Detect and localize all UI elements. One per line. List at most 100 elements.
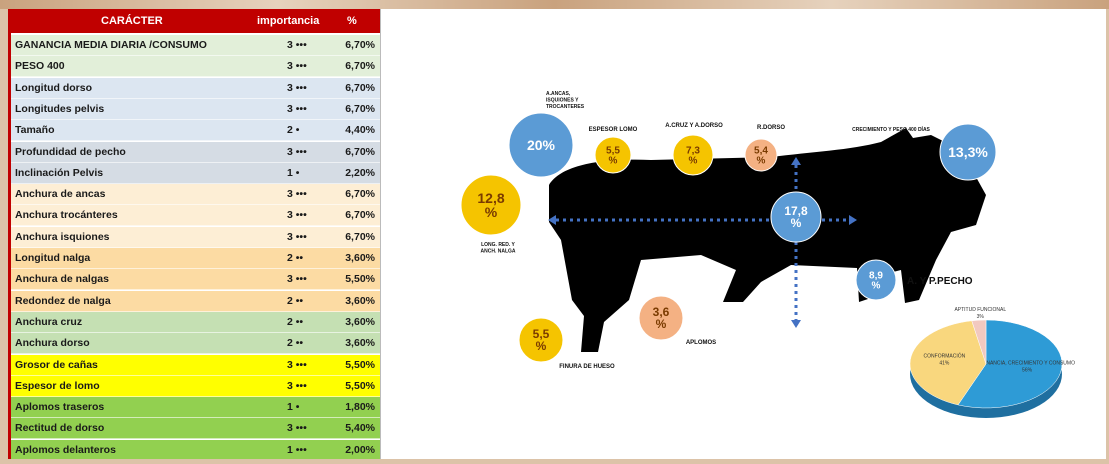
table-row: Aplomos traseros1 •1,80% [11,397,381,418]
table-cell: 3,60% [345,312,375,333]
table-cell: 3 ••• [287,227,307,248]
table-cell: GANANCIA MEDIA DIARIA /CONSUMO [15,35,207,56]
table-cell: Anchura dorso [15,333,90,354]
label-line: CRECIMIENTO Y PESO 400 DÍAS [852,125,930,133]
label: R.DORSO [757,125,785,131]
table-cell: 2 •• [287,291,303,312]
label-line: % [872,281,881,292]
table-cell: 6,70% [345,99,375,120]
table-cell: 6,70% [345,142,375,163]
table-cell: Aplomos traseros [15,397,104,418]
table-row: Profundidad de pecho3 •••6,70% [11,142,381,163]
table-row: Longitud nalga 2 •• 3,60% [11,248,381,269]
table-cell: 2 • [287,120,299,141]
table-cell: 3 ••• [287,78,307,99]
table-cell: 3,60% [345,291,375,312]
label: APLOMOS [686,340,716,346]
diagram-panel: GANANCIA, CRECIMIENTO Y CONSUMO56%CONFOR… [380,9,1106,459]
table-cell: 3,60% [345,248,375,269]
table-cell: 2 •• [287,333,303,354]
header-cell: % [347,9,357,33]
label-line: ISQUIONES Y [546,98,579,104]
table-cell: 6,70% [345,184,375,205]
label-line: A.CRUZ Y A.DORSO [665,123,723,129]
table-cell: 3 ••• [287,56,307,77]
table-row: Aplomos delanteros 1 ••• 2,00% [11,440,381,459]
table-row: Longitudes pelvis3 •••6,70% [11,99,381,120]
table-cell: Longitud nalga [15,248,90,269]
label-line: 13,3% [948,144,988,160]
label: CRECIMIENTO Y PESO 400 DÍAS [852,125,930,133]
table-cell: 6,70% [345,205,375,226]
table-cell: 3,60% [345,333,375,354]
table-cell: 6,70% [345,35,375,56]
table-row: Anchura dorso 2 •• 3,60% [11,333,381,354]
label-line: ANCH. NALGA [481,249,516,255]
table-row: Redondez de nalga 2 •• 3,60% [11,291,381,312]
table-cell: 2 •• [287,248,303,269]
table-cell: Espesor de lomo [15,376,100,397]
label-line: TROCANTERES [546,104,585,110]
label-line: FINURA DE HUESO [559,364,615,370]
table-cell: Grosor de cañas [15,355,98,376]
label-line: % [757,156,766,167]
pie-value-label: 56% [1022,368,1033,374]
table-cell: 4,40% [345,120,375,141]
table-row: Anchura isquiones 3 ••• 6,70% [11,227,381,248]
table-row: Inclinación Pelvis1 •2,20% [11,163,381,184]
label-line: % [656,317,667,331]
table-cell: 3 ••• [287,269,307,290]
label-line: A. Y P.PECHO [907,276,973,287]
table-cell: 2 •• [287,312,303,333]
label: A.CRUZ Y A.DORSO [665,123,723,129]
header-cell: CARÁCTER [101,9,163,33]
label-line: % [485,204,498,220]
pie-label: GANANCIA, CRECIMIENTO Y CONSUMO [979,361,1075,367]
table-row: Rectitud de dorso 3 ••• 5,40% [11,418,381,439]
table-cell: 3 ••• [287,418,307,439]
table-cell: 5,50% [345,376,375,397]
table-row: Anchura cruz2 ••3,60% [11,312,381,333]
label: ESPESOR LOMO [589,127,638,133]
arrow-head [791,320,801,328]
table-cell: Tamaño [15,120,54,141]
table-cell: Anchura isquiones [15,227,110,248]
pie-value-label: 3% [977,314,985,320]
table-cell: Rectitud de dorso [15,418,104,439]
label: 20% [527,137,556,153]
label-line: % [689,156,698,167]
diagram: GANANCIA, CRECIMIENTO Y CONSUMO56%CONFOR… [381,9,1106,459]
table-cell: 3 ••• [287,355,307,376]
table-cell: 2,20% [345,163,375,184]
label-line: ESPESOR LOMO [589,127,638,133]
top-band [0,0,1109,9]
table-cell: Aplomos delanteros [15,440,116,459]
table-cell: 2,00% [345,440,375,459]
table-cell: 3 ••• [287,376,307,397]
table-cell: 6,70% [345,227,375,248]
pie-value-label: 41% [939,361,950,367]
table-cell: Profundidad de pecho [15,142,126,163]
table-cell: 3 ••• [287,184,307,205]
table-cell: 1 ••• [287,440,307,459]
table-cell: Redondez de nalga [15,291,111,312]
table-row: PESO 400 3 ••• 6,70% [11,56,381,77]
label-line: % [609,156,618,167]
label: A. Y P.PECHO [907,276,973,287]
label-line: % [791,216,802,230]
table-cell: 5,40% [345,418,375,439]
table-cell: PESO 400 [15,56,65,77]
table-cell: 6,70% [345,56,375,77]
label-line: R.DORSO [757,125,785,131]
table-row: Tamaño 2 • 4,40% [11,120,381,141]
label-line: LONG. RED. Y [481,242,515,248]
pie-label: APTITUD FUNCIONAL [954,307,1006,313]
